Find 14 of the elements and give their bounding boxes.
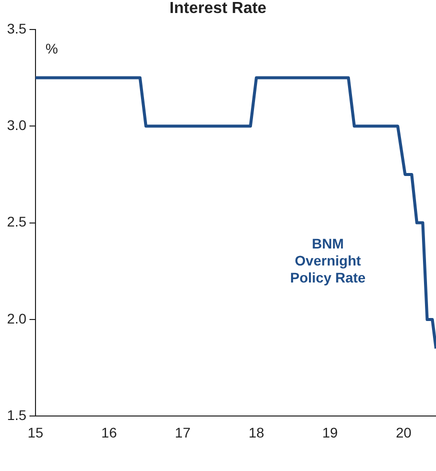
y-tick-label: 3.0: [6, 116, 27, 133]
y-tick-label: 1.5: [6, 407, 27, 424]
y-tick-label: 2.0: [6, 310, 27, 326]
x-tick-label: 19: [322, 424, 338, 440]
text: BNM Overnight Policy Rate: [290, 235, 366, 286]
x-tick-label: 15: [28, 424, 44, 440]
y-tick-label: 2.5: [6, 214, 27, 230]
y-axis-title: %: [45, 40, 58, 56]
y-tick-label: 3.5: [6, 20, 27, 36]
x-tick-label: 16: [101, 424, 118, 440]
chart-title: Interest Rate: [168, 0, 268, 18]
x-tick-label: 18: [248, 424, 264, 440]
x-tick-label: 20: [396, 424, 412, 440]
x-tick-label: 17: [174, 424, 191, 440]
